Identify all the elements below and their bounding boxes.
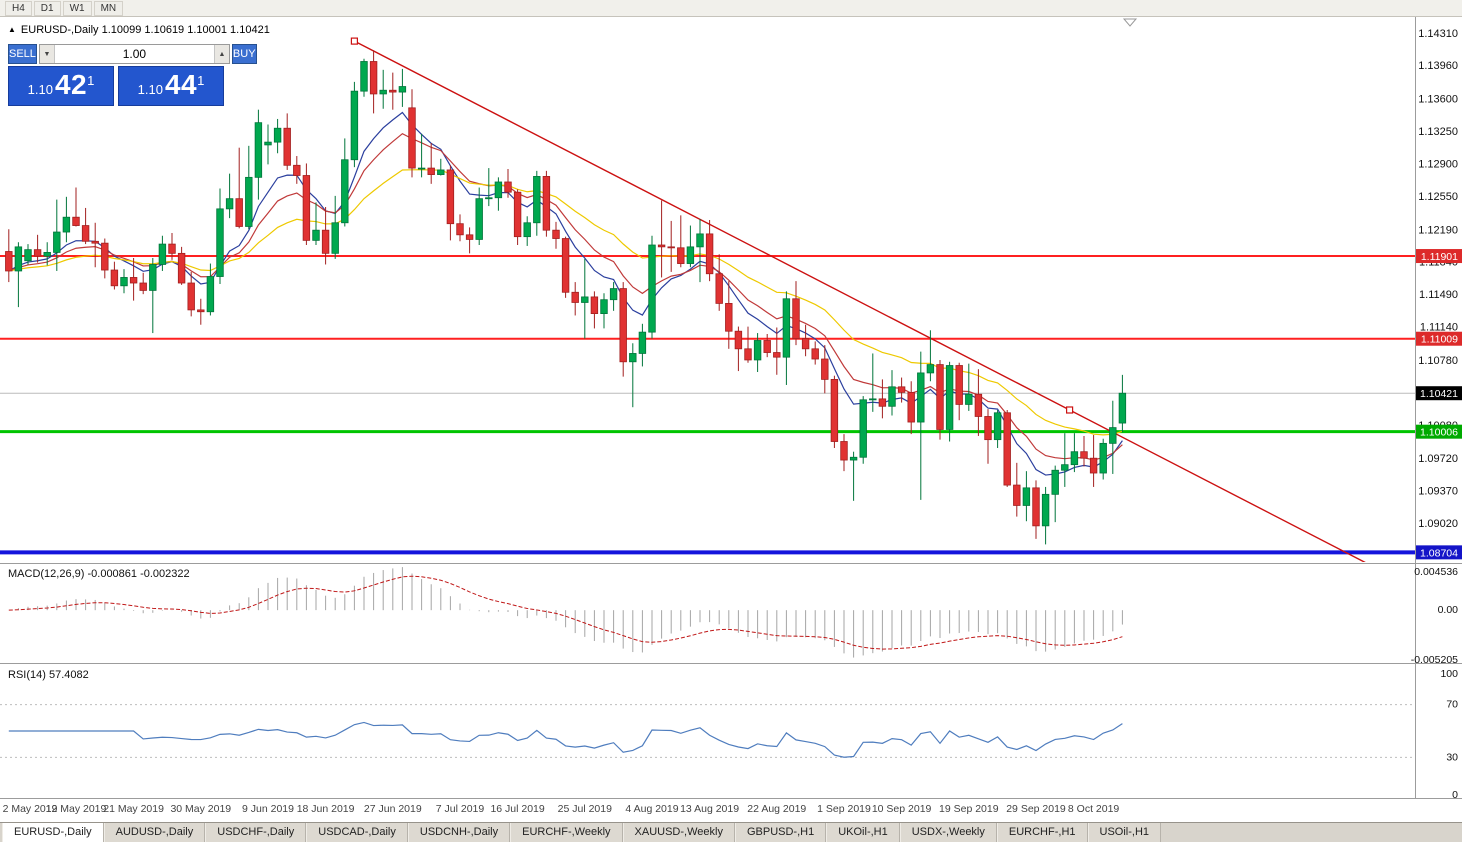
sell-price-quote[interactable]: 1.10421 — [8, 66, 114, 106]
svg-text:-0.005205: -0.005205 — [1411, 654, 1458, 666]
svg-text:1.08704: 1.08704 — [1420, 547, 1458, 559]
svg-text:1.12900: 1.12900 — [1418, 158, 1458, 170]
price-chart-canvas[interactable]: 1.14310 1.13960 1.13600 1.13250 1.12900 1.125… — [0, 17, 1462, 822]
svg-text:16 Jul 2019: 16 Jul 2019 — [490, 803, 544, 815]
chart-tab-ukoil-h1[interactable]: UKOil-,H1 — [826, 823, 900, 842]
svg-text:1 Sep 2019: 1 Sep 2019 — [817, 803, 871, 815]
timeframe-toolbar: H4 D1 W1 MN — [0, 0, 1462, 17]
volume-decrease-button[interactable]: ▼ — [39, 45, 55, 63]
svg-text:27 Jun 2019: 27 Jun 2019 — [364, 803, 422, 815]
svg-text:1.14310: 1.14310 — [1418, 28, 1458, 40]
svg-text:1.10006: 1.10006 — [1420, 427, 1458, 439]
svg-text:1.11901: 1.11901 — [1421, 251, 1458, 263]
chart-tab-eurusd-daily[interactable]: EURUSD-,Daily — [2, 823, 104, 842]
svg-text:30 May 2019: 30 May 2019 — [170, 803, 231, 815]
chart-tab-usoil-h1[interactable]: USOil-,H1 — [1087, 823, 1162, 842]
ma-line-26 — [8, 169, 1123, 436]
svg-text:100: 100 — [1440, 668, 1458, 680]
svg-text:4 Aug 2019: 4 Aug 2019 — [625, 803, 678, 815]
svg-text:1.10421: 1.10421 — [1420, 388, 1458, 400]
trendline-handle — [1065, 406, 1074, 414]
price-axis: 1.14310 1.13960 1.13600 1.13250 1.12900 1.125… — [1416, 28, 1462, 560]
svg-text:1.09370: 1.09370 — [1418, 486, 1458, 498]
timeframe-button-d1[interactable]: D1 — [33, 0, 61, 16]
svg-text:0.004536: 0.004536 — [1414, 566, 1458, 578]
chart-shift-marker — [1122, 18, 1138, 27]
svg-text:70: 70 — [1446, 699, 1458, 711]
svg-text:25 Jul 2019: 25 Jul 2019 — [558, 803, 612, 815]
sell-button[interactable]: SELL — [8, 44, 37, 64]
price-label-1.08704 — [1416, 545, 1462, 560]
one-click-trading-panel: SELL ▼ ▲ BUY 1.10421 1.10441 — [8, 44, 257, 106]
macd-indicator-label: MACD(12,26,9) -0.000861 -0.002322 — [8, 568, 190, 580]
chart-tab-audusd-daily[interactable]: AUDUSD-,Daily — [103, 823, 206, 842]
svg-text:1.11490: 1.11490 — [1419, 289, 1458, 301]
rsi-indicator-label: RSI(14) 57.4082 — [8, 669, 89, 681]
svg-text:1.12190: 1.12190 — [1418, 224, 1458, 236]
timeframe-button-mn[interactable]: MN — [93, 0, 124, 16]
svg-text:30: 30 — [1446, 751, 1458, 763]
chart-tab-gbpusd-h1[interactable]: GBPUSD-,H1 — [734, 823, 827, 842]
svg-text:1.09020: 1.09020 — [1418, 518, 1458, 530]
one-click-collapse-icon[interactable]: ▲ — [8, 25, 16, 34]
current-price-label — [1416, 386, 1462, 401]
timeframe-button-h4[interactable]: H4 — [5, 0, 32, 16]
chart-title-text: EURUSD-,Daily 1.10099 1.10619 1.10001 1.… — [20, 24, 270, 36]
candles-layer — [5, 50, 1127, 545]
price-label-1.10006 — [1416, 424, 1462, 439]
chart-tab-usdchf-daily[interactable]: USDCHF-,Daily — [205, 823, 307, 842]
buy-button[interactable]: BUY — [231, 44, 257, 64]
chart-tab-xauusd-weekly[interactable]: XAUUSD-,Weekly — [622, 823, 735, 842]
trendline-handle — [350, 37, 358, 45]
svg-text:1.13600: 1.13600 — [1418, 94, 1458, 106]
svg-text:1.13960: 1.13960 — [1418, 60, 1458, 72]
chart-tab-eurchf-h1[interactable]: EURCHF-,H1 — [996, 823, 1088, 842]
svg-text:1.10780: 1.10780 — [1418, 355, 1458, 367]
chart-tab-usdx-weekly[interactable]: USDX-,Weekly — [899, 823, 997, 842]
svg-text:0.00: 0.00 — [1438, 604, 1459, 616]
timeframe-button-w1[interactable]: W1 — [62, 0, 92, 16]
svg-text:1.11009: 1.11009 — [1421, 334, 1458, 346]
svg-text:2 May 2019: 2 May 2019 — [3, 803, 58, 815]
volume-increase-button[interactable]: ▲ — [213, 45, 229, 63]
svg-text:13 Aug 2019: 13 Aug 2019 — [680, 803, 739, 815]
svg-text:19 Sep 2019: 19 Sep 2019 — [939, 803, 999, 815]
svg-text:1.11140: 1.11140 — [1420, 322, 1458, 334]
svg-text:1.12550: 1.12550 — [1418, 191, 1458, 203]
chart-tabs: EURUSD-,Daily AUDUSD-,Daily USDCHF-,Daily U… — [0, 822, 1462, 842]
svg-text:22 Aug 2019: 22 Aug 2019 — [747, 803, 806, 815]
svg-text:21 May 2019: 21 May 2019 — [103, 803, 164, 815]
svg-text:8 Oct 2019: 8 Oct 2019 — [1068, 803, 1120, 815]
svg-text:7 Jul 2019: 7 Jul 2019 — [436, 803, 485, 815]
chart-title: ▲ EURUSD-,Daily 1.10099 1.10619 1.10001 … — [8, 24, 270, 36]
svg-text:1.13250: 1.13250 — [1418, 126, 1458, 138]
macd-pane: 0.004536 0.00 -0.005205 — [8, 566, 1459, 666]
volume-control: ▼ ▲ — [38, 44, 230, 64]
rsi-pane: 100 70 30 0 — [0, 668, 1458, 801]
svg-text:9 Jun 2019: 9 Jun 2019 — [242, 803, 294, 815]
svg-text:18 Jun 2019: 18 Jun 2019 — [297, 803, 355, 815]
svg-text:10 Sep 2019: 10 Sep 2019 — [872, 803, 932, 815]
price-label-1.11009 — [1416, 331, 1462, 346]
chart-tab-usdcad-daily[interactable]: USDCAD-,Daily — [306, 823, 408, 842]
svg-text:29 Sep 2019: 29 Sep 2019 — [1006, 803, 1066, 815]
svg-text:12 May 2019: 12 May 2019 — [46, 803, 107, 815]
chart-area: 1.14310 1.13960 1.13600 1.13250 1.12900 1.125… — [0, 17, 1462, 822]
price-label-1.11901 — [1416, 249, 1462, 264]
buy-price-quote[interactable]: 1.10441 — [118, 66, 224, 106]
chart-tab-eurchf-weekly[interactable]: EURCHF-,Weekly — [510, 823, 623, 842]
svg-text:0: 0 — [1452, 789, 1458, 801]
volume-input[interactable] — [54, 45, 214, 63]
svg-text:1.09720: 1.09720 — [1418, 453, 1458, 465]
chart-tab-usdcnh-daily[interactable]: USDCNH-,Daily — [407, 823, 511, 842]
